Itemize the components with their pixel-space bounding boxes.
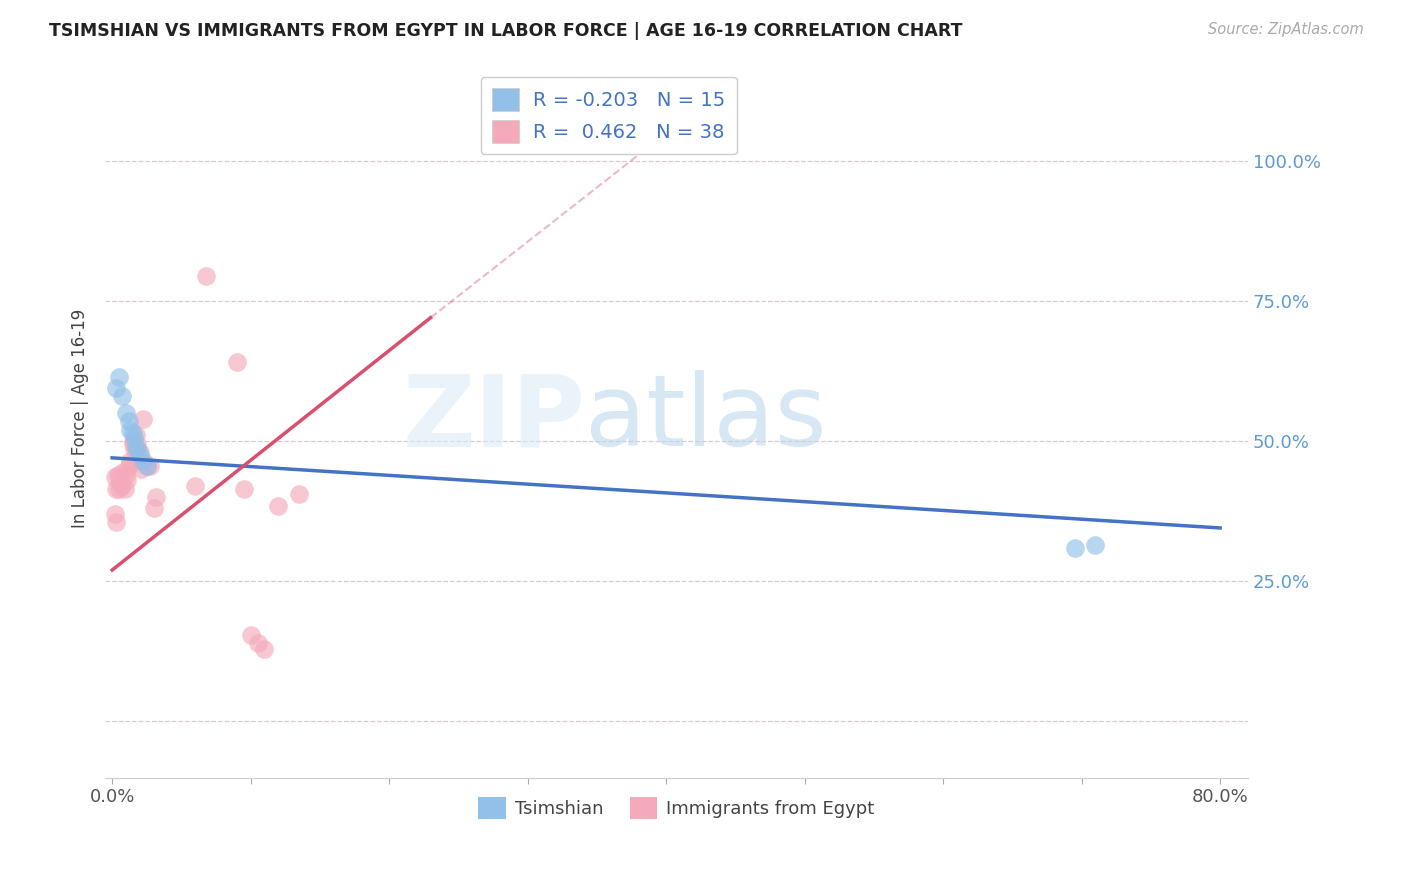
Text: TSIMSHIAN VS IMMIGRANTS FROM EGYPT IN LABOR FORCE | AGE 16-19 CORRELATION CHART: TSIMSHIAN VS IMMIGRANTS FROM EGYPT IN LA…	[49, 22, 963, 40]
Point	[138, 459, 160, 474]
Text: atlas: atlas	[585, 370, 827, 467]
Point	[114, 482, 136, 496]
Point	[125, 428, 148, 442]
Point	[125, 442, 148, 457]
Point	[112, 465, 135, 479]
Point	[105, 516, 128, 530]
Point	[145, 490, 167, 504]
Point	[108, 369, 131, 384]
Point	[184, 479, 207, 493]
Point	[128, 445, 150, 459]
Point	[125, 437, 148, 451]
Point	[108, 470, 131, 484]
Point	[135, 459, 157, 474]
Point	[124, 442, 146, 457]
Point	[104, 507, 127, 521]
Point	[118, 459, 141, 474]
Text: ZIP: ZIP	[402, 370, 585, 467]
Point	[121, 457, 143, 471]
Point	[1084, 538, 1107, 552]
Point	[115, 406, 138, 420]
Point	[246, 636, 269, 650]
Point	[267, 499, 290, 513]
Point	[118, 414, 141, 428]
Point	[104, 470, 127, 484]
Point	[127, 450, 149, 465]
Point	[253, 641, 276, 656]
Point	[225, 355, 247, 369]
Point	[111, 479, 134, 493]
Point	[125, 440, 148, 454]
Point	[107, 467, 129, 482]
Point	[122, 425, 145, 440]
Point	[131, 453, 153, 467]
Point	[120, 423, 142, 437]
Point	[117, 473, 139, 487]
Point	[1063, 541, 1085, 555]
Point	[142, 501, 165, 516]
Point	[124, 431, 146, 445]
Point	[110, 476, 132, 491]
Point	[108, 482, 131, 496]
Legend: Tsimshian, Immigrants from Egypt: Tsimshian, Immigrants from Egypt	[471, 789, 882, 826]
Point	[105, 482, 128, 496]
Point	[195, 268, 218, 283]
Y-axis label: In Labor Force | Age 16-19: In Labor Force | Age 16-19	[72, 309, 89, 528]
Point	[288, 487, 311, 501]
Point	[232, 482, 254, 496]
Point	[131, 411, 153, 425]
Point	[129, 462, 152, 476]
Point	[122, 437, 145, 451]
Point	[111, 389, 134, 403]
Point	[105, 381, 128, 395]
Point	[135, 459, 157, 474]
Text: Source: ZipAtlas.com: Source: ZipAtlas.com	[1208, 22, 1364, 37]
Point	[120, 453, 142, 467]
Point	[115, 467, 138, 482]
Point	[128, 448, 150, 462]
Point	[122, 434, 145, 448]
Point	[239, 627, 262, 641]
